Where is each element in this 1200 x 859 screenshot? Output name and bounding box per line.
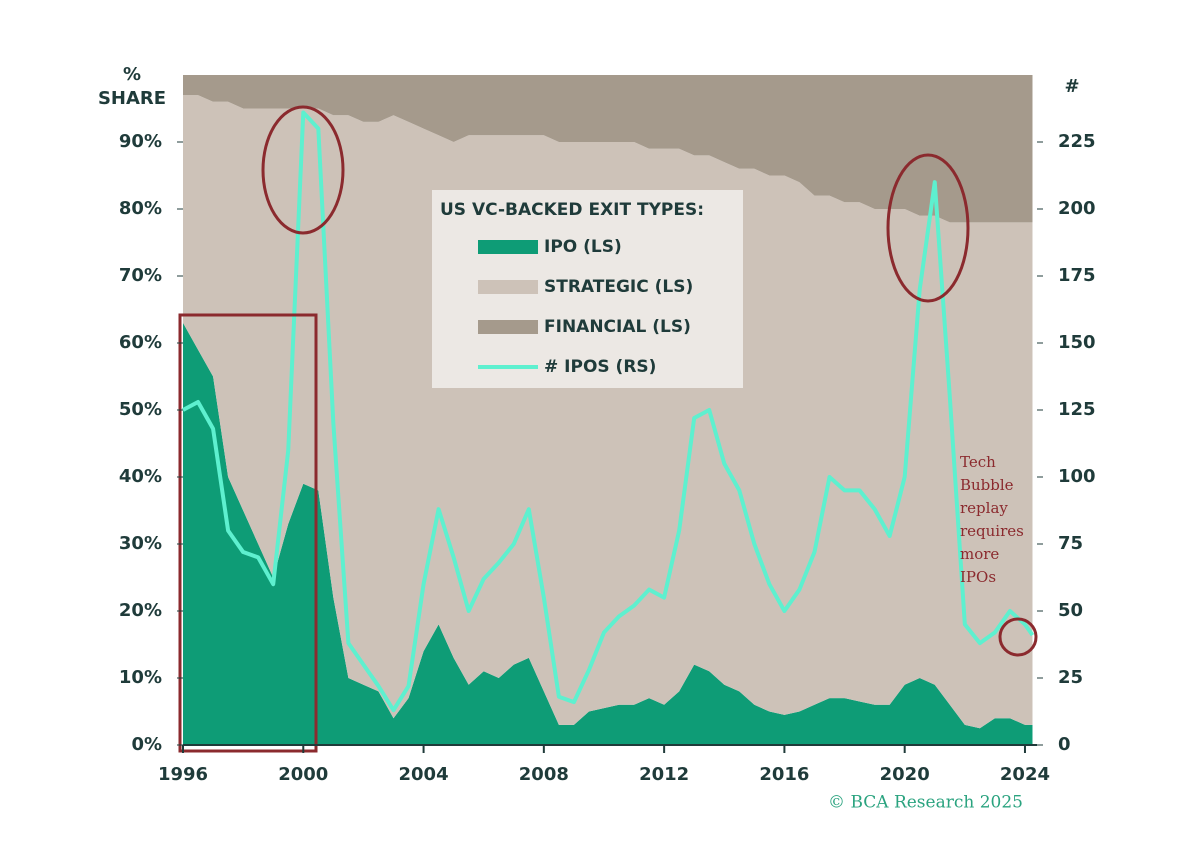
legend: US VC-BACKED EXIT TYPES: IPO (LS) STRATEGI… [440,200,704,377]
annotation: Bubble [960,476,1014,494]
x-tick-label: 2024 [1000,764,1050,785]
legend-title: US VC-BACKED EXIT TYPES: [440,200,704,220]
y2-axis-label: # [1064,76,1079,97]
source: © BCA Research 2025 [828,793,1023,813]
y-tick-label: 80% [119,198,162,219]
y-tick-label: 70% [119,265,162,286]
y2-tick-label: 50 [1058,600,1083,621]
y-tick-label: 90% [119,131,162,152]
labels: 1996 2000 2004 2008 2012 2016 2020 20240%10%20%… [98,64,1096,813]
y2-tick-label: 25 [1058,667,1083,688]
y2-tick-label: 175 [1058,265,1096,286]
area [183,322,1033,745]
legend-label: IPO (LS) [544,237,622,257]
y-tick-label: 40% [119,466,162,487]
annotation: replay [960,499,1008,517]
y2-tick-label: 0 [1058,734,1071,755]
plot-area [182,75,1035,745]
x-tick-label: 2012 [639,764,689,785]
area [183,75,1033,223]
y-tick-label: 0% [131,734,162,755]
annotation: requires [960,522,1024,540]
x-tick-label: 2000 [278,764,328,785]
legend-label: # IPOS (RS) [544,357,656,377]
legend-swatch [478,240,538,254]
annotation: more [960,545,999,563]
x-tick-label: 2020 [880,764,930,785]
legend-label: STRATEGIC (LS) [544,277,693,297]
y2-tick-label: 100 [1058,466,1096,487]
highlight-ellipse [886,153,970,303]
highlight-box [178,313,318,753]
y-tick-label: 30% [119,533,162,554]
y-tick-label: 20% [119,600,162,621]
x-tick-label: 2008 [519,764,569,785]
y-tick-label: 10% [119,667,162,688]
y2-tick-label: 75 [1058,533,1083,554]
annotation: Tech [960,453,996,471]
area [183,95,1033,729]
y2-tick-label: 125 [1058,399,1096,420]
y-axis-label: SHARE [98,88,166,109]
y-tick-label: 60% [119,332,162,353]
highlight-circle [998,617,1038,657]
annotation: IPOs [960,568,996,586]
y-tick-label: 50% [119,399,162,420]
y2-tick-label: 225 [1058,131,1096,152]
x-tick-label: 2016 [759,764,809,785]
line [182,110,1035,713]
legend-swatch [478,280,538,294]
highlight-ellipse [261,105,345,235]
x-tick-label: 2004 [399,764,449,785]
y2-tick-label: 200 [1058,198,1096,219]
y2-tick-label: 150 [1058,332,1096,353]
x-tick-label: 1996 [158,764,208,785]
legend-swatch [478,320,538,334]
y-axis-label: % [123,64,141,85]
legend-label: FINANCIAL (LS) [544,317,691,337]
